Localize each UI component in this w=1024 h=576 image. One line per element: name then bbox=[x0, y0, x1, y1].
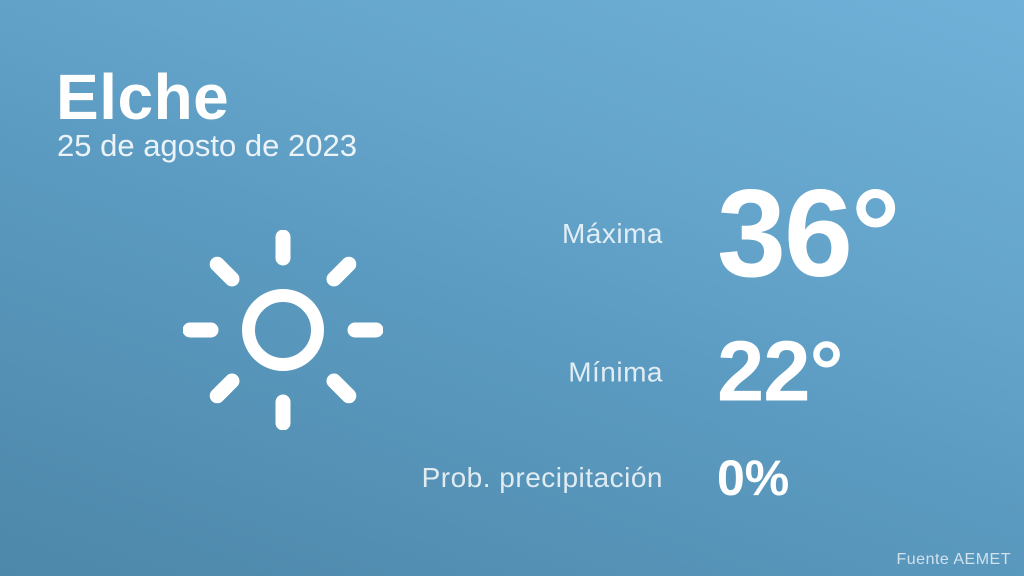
row-maxima: Máxima 36° bbox=[420, 165, 901, 303]
temperature-min-label: Mínima bbox=[568, 356, 663, 387]
date-subtitle: 25 de agosto de 2023 bbox=[57, 128, 357, 163]
row-precipitation: Prob. precipitación 0% bbox=[420, 450, 790, 506]
page-title: Elche bbox=[56, 61, 230, 133]
row-minima: Mínima 22° bbox=[420, 330, 843, 415]
sun-icon bbox=[183, 230, 383, 430]
temperature-min-value: 22° bbox=[717, 324, 844, 420]
temperature-max-label: Máxima bbox=[561, 218, 663, 249]
precipitation-label: Prob. precipitación bbox=[421, 462, 663, 493]
precipitation-value: 0% bbox=[717, 450, 790, 506]
source-attribution: Fuente AEMET bbox=[896, 551, 1011, 568]
temperature-max-value: 36° bbox=[717, 165, 901, 303]
